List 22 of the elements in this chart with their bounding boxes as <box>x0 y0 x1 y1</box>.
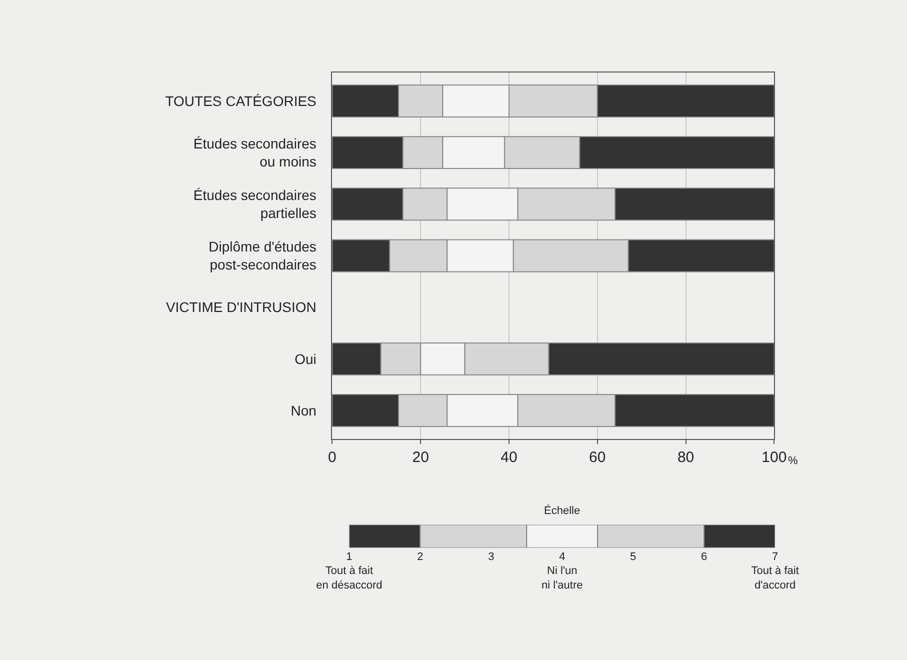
y-tick-label: Diplôme d'études post-secondaires <box>208 238 316 273</box>
x-tick-label: 3 <box>488 550 494 563</box>
y-tick-label: Non <box>290 402 316 418</box>
chart-title: Échelle <box>544 504 580 517</box>
x-tick-label: 20 <box>412 448 429 466</box>
x-tick-label: 80 <box>677 448 694 466</box>
x-tick-label: 0 <box>328 448 336 466</box>
x-tick-label: 1 Tout à fait en désaccord <box>316 550 382 592</box>
x-tick-label: 6 <box>701 550 708 563</box>
x-tick-label: 100 <box>762 448 787 466</box>
y-tick-label: Oui <box>294 350 316 367</box>
x-tick-label: 40 <box>500 448 518 466</box>
x-tick-label: 2 <box>417 550 424 563</box>
y-tick-label: TOUTES CATÉGORIES <box>165 92 316 109</box>
x-axis-title: % <box>788 455 798 467</box>
y-tick-label: Études secondaires partielles <box>193 186 316 222</box>
y-tick-label: VICTIME D'INTRUSION <box>166 299 316 316</box>
y-tick-label: Études secondaires ou moins <box>193 135 316 170</box>
x-tick-label: 7 Tout à fait d'accord <box>751 550 799 592</box>
x-tick-label: 60 <box>589 448 606 466</box>
x-tick-label: 4 Ni l'un ni l'autre <box>542 550 583 592</box>
x-tick-label: 5 <box>630 550 636 563</box>
